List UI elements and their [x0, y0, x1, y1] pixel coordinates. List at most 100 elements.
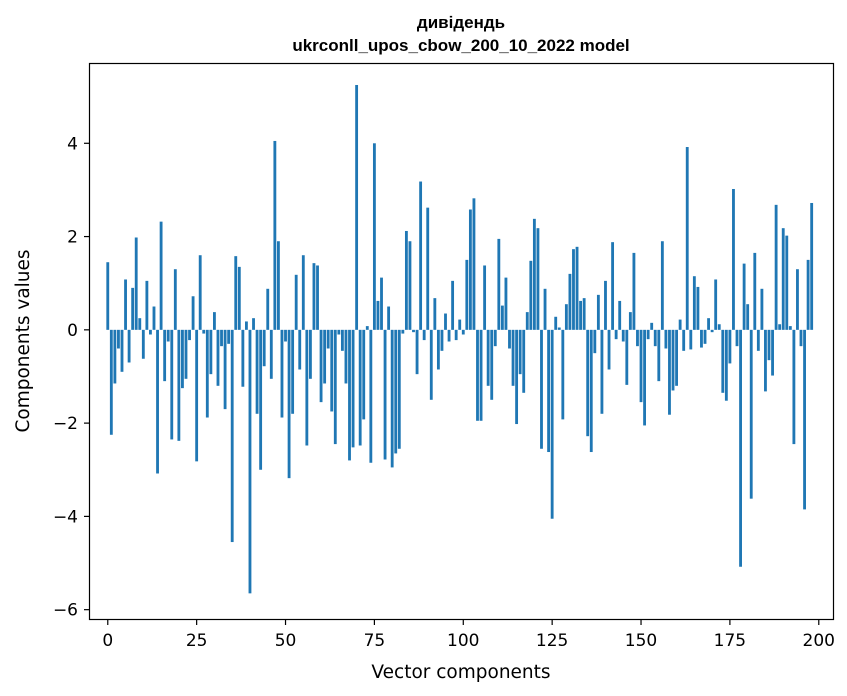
- bar: [643, 329, 646, 426]
- y-axis-label: Components values: [13, 249, 34, 432]
- bar: [621, 329, 625, 342]
- bar: [739, 329, 742, 567]
- bar: [771, 329, 774, 376]
- bar: [419, 181, 423, 330]
- bar: [141, 329, 145, 359]
- bar: [604, 280, 607, 330]
- bar: [799, 329, 803, 347]
- bar: [106, 262, 110, 330]
- bar: [614, 329, 618, 340]
- bar: [451, 280, 455, 330]
- bar: [195, 329, 199, 462]
- bar: [188, 329, 191, 341]
- x-axis-ticks: 0 25 50 75 100 125 150 175 200: [102, 619, 835, 651]
- chart-subtitle: ukrconll_upos_cbow_200_10_2022 model: [292, 36, 629, 55]
- bar: [447, 329, 451, 342]
- bar: [721, 329, 725, 393]
- bar: [636, 329, 639, 347]
- bar: [781, 228, 785, 330]
- bar: [458, 319, 462, 330]
- bar: [561, 329, 565, 420]
- bar: [216, 329, 220, 386]
- x-axis-label: Vector components: [371, 662, 550, 683]
- bar: [113, 329, 117, 384]
- bar: [543, 288, 547, 330]
- bar: [344, 329, 348, 384]
- bar: [152, 306, 156, 330]
- bar: [589, 329, 593, 453]
- bar: [259, 329, 263, 470]
- bar: [468, 209, 472, 330]
- y-tick-label: −6: [53, 601, 78, 621]
- bar: [500, 305, 504, 330]
- x-tick-label: 125: [536, 631, 568, 651]
- bar: [515, 329, 519, 425]
- bar: [355, 84, 359, 330]
- bar: [412, 329, 415, 333]
- bar: [365, 326, 369, 330]
- bar: [522, 329, 526, 393]
- bar: [184, 329, 188, 379]
- bar: [252, 318, 255, 330]
- bar: [479, 329, 483, 421]
- bar: [149, 329, 152, 335]
- bar: [785, 235, 789, 330]
- bar: [632, 252, 636, 330]
- bar: [294, 274, 298, 330]
- chart-title: дивідендь: [417, 13, 505, 32]
- bar: [742, 263, 746, 330]
- y-tick-label: 0: [67, 321, 78, 341]
- bar: [557, 327, 561, 330]
- y-axis-ticks: −6 −4 −2 0 2 4: [53, 134, 90, 621]
- bar: [671, 329, 675, 391]
- bar: [472, 198, 476, 330]
- bar: [653, 329, 657, 347]
- bar: [213, 312, 216, 330]
- bar: [305, 329, 309, 446]
- bar: [575, 246, 579, 330]
- bar: [660, 241, 664, 330]
- bar: [596, 294, 600, 330]
- bar: [664, 329, 668, 349]
- x-tick-label: 100: [447, 631, 479, 651]
- bar: [710, 329, 714, 333]
- bar: [550, 329, 554, 519]
- bar: [369, 329, 373, 463]
- bar: [401, 329, 405, 334]
- bar: [337, 329, 341, 335]
- bar: [326, 329, 330, 349]
- x-tick-label: 25: [186, 631, 208, 651]
- bar: [803, 329, 806, 510]
- bar: [582, 298, 586, 330]
- bar: [508, 329, 511, 349]
- bar: [586, 329, 590, 437]
- bar: [525, 312, 529, 330]
- bar: [234, 256, 238, 330]
- bar: [124, 279, 127, 330]
- bar: [404, 230, 408, 330]
- x-tick-label: 150: [625, 631, 657, 651]
- bar: [774, 204, 778, 330]
- bar: [486, 329, 490, 386]
- bar: [376, 300, 380, 330]
- bar: [717, 324, 721, 330]
- bar: [444, 313, 447, 330]
- bar: [646, 329, 650, 340]
- bar: [600, 329, 604, 414]
- bar: [205, 329, 209, 418]
- bar: [547, 329, 551, 453]
- bar: [628, 312, 632, 330]
- bar: [689, 329, 693, 350]
- bar: [266, 288, 270, 330]
- bar: [607, 329, 611, 370]
- x-tick-label: 50: [275, 631, 297, 651]
- bar: [166, 329, 170, 342]
- bar: [806, 259, 810, 330]
- bar: [280, 329, 284, 418]
- bar: [159, 221, 163, 330]
- bar: [511, 329, 515, 386]
- bar: [319, 329, 323, 403]
- bar: [490, 329, 494, 400]
- bar: [657, 329, 661, 382]
- bar: [532, 218, 536, 330]
